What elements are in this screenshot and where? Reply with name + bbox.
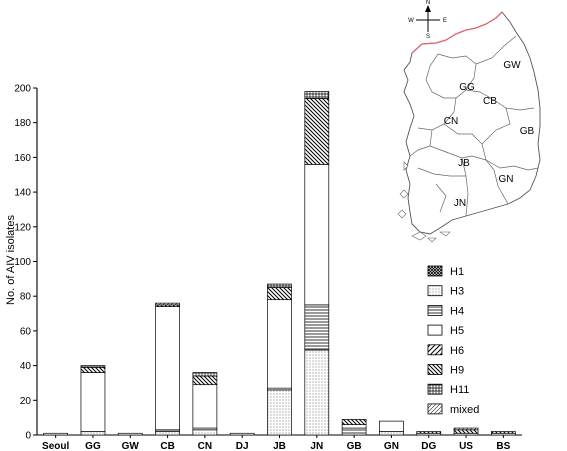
bars [43, 91, 516, 436]
region-label-gb: GB [520, 126, 535, 137]
y-axis-label: No. of AIV isolates [5, 215, 17, 305]
x-tick-label: JB [273, 441, 286, 451]
y-tick-label: 40 [20, 361, 32, 372]
region-label-jn: JN [454, 198, 466, 209]
legend-swatch-mixed [427, 403, 443, 415]
x-tick-label: US [459, 441, 473, 451]
bar-segment-gg-h5 [80, 372, 106, 432]
x-tick-label: GW [122, 441, 140, 451]
legend-label-h11: H11 [450, 384, 469, 396]
bar-segment-gg-h3 [80, 431, 106, 436]
bar-segment-cn-h11 [192, 372, 218, 377]
bar-segment-gn-h5 [379, 420, 404, 432]
compass-n: N [426, 0, 430, 6]
bar-segment-jn-h4 [304, 304, 330, 351]
y-tick-label: 20 [20, 396, 32, 407]
legend-label-h1: H1 [450, 266, 464, 278]
x-tick-label: GB [347, 441, 362, 451]
bar-segment-cn-h9 [192, 375, 218, 386]
bar-segment-jb-h3 [267, 389, 292, 436]
x-tick-label: DG [421, 441, 436, 451]
bar-segment-jb-h11 [267, 283, 292, 288]
y-tick-label: 80 [20, 292, 32, 303]
bar-segment-cb-mixed [155, 302, 180, 306]
region-label-cn: CN [444, 116, 458, 127]
bar-segment-jb-h5 [267, 299, 292, 389]
bar-segment-gw-h5 [117, 432, 143, 436]
x-tick-label: GG [85, 441, 101, 451]
bar-segment-seoul-h5 [43, 432, 69, 436]
y-tick-label: 0 [25, 431, 31, 442]
bar-segment-bs-h9 [490, 431, 516, 434]
x-tick-label: GN [384, 441, 399, 451]
x-tick-label: BS [496, 441, 510, 451]
x-tick-label: CN [198, 441, 212, 451]
bar-segment-gg-h9 [80, 366, 106, 373]
bar-segment-gn-h3 [379, 431, 404, 436]
legend-swatch-h3 [427, 285, 443, 297]
legend-swatch-h11 [427, 383, 443, 395]
compass: N E S W [408, 0, 447, 40]
bar-segment-cb-h5 [155, 306, 180, 431]
bar-segment-cn-h5 [192, 384, 218, 429]
legend-label-h9: H9 [450, 365, 464, 377]
bar-segment-dj-h5 [229, 432, 255, 436]
legend-swatch-h9 [427, 364, 443, 375]
region-label-gw: GW [503, 60, 521, 71]
x-tick-label: JN [310, 441, 323, 451]
bar-segment-us-h9 [453, 429, 479, 434]
province-borders [409, 35, 539, 217]
region-label-jb: JB [458, 158, 470, 169]
dmz-border [411, 11, 503, 54]
legend-label-mixed: mixed [450, 404, 479, 416]
compass-s: S [426, 34, 430, 40]
legend-label-h5: H5 [450, 325, 464, 337]
y-tick-label: 180 [14, 118, 31, 129]
region-label-gn: GN [499, 174, 514, 185]
legend-swatch-h6 [427, 344, 443, 356]
axes: 0 20 40 60 80 100 120 140 160 180 200 [14, 84, 522, 442]
legend-label-h4: H4 [450, 305, 464, 317]
y-tick-label: 120 [14, 222, 31, 233]
legend-label-h6: H6 [450, 345, 464, 357]
legend: H1 H3 H4 H5 H6 H9 H11 mixed [427, 265, 479, 416]
korea-outline [403, 11, 541, 235]
legend-swatch-h4 [427, 304, 443, 316]
y-tick-label: 200 [14, 84, 31, 95]
region-label-gg: GG [459, 82, 475, 93]
x-tick-label: CB [160, 441, 174, 451]
legend-swatch-h5 [427, 324, 443, 336]
x-tick-label: Seoul [42, 441, 69, 451]
bar-segment-gb-h9 [341, 419, 367, 425]
bar-segment-us-mixed [453, 427, 479, 431]
bar-segment-gb-h5 [341, 424, 367, 429]
bar-segment-gg-h11 [80, 365, 106, 368]
bar-segment-jn-h9 [304, 98, 330, 165]
x-tick-label: DJ [236, 441, 249, 451]
bar-segment-cb-h3 [155, 431, 180, 436]
bar-segment-jn-h11 [304, 91, 330, 99]
bar-segment-gb-h4 [341, 427, 367, 436]
y-tick-label: 140 [14, 188, 31, 199]
compass-e: E [443, 18, 447, 24]
bar-segment-cn-h3 [192, 429, 218, 436]
legend-swatch-h1 [427, 265, 443, 277]
island-fragments [397, 161, 451, 243]
region-label-cb: CB [483, 96, 497, 107]
region-labels: GW GG CB CN GB JB GN JN [444, 60, 535, 209]
bar-segment-dg-h9 [416, 431, 442, 434]
y-tick-label: 160 [14, 153, 31, 164]
bar-segment-jn-h3 [304, 349, 330, 436]
bar-segment-jn-h5 [304, 163, 330, 306]
y-tick-label: 100 [14, 257, 31, 268]
compass-w: W [408, 18, 414, 24]
inset-map: N E S W GW GG CB CN GB JB GN JN [397, 0, 541, 243]
y-tick-label: 60 [20, 326, 32, 337]
legend-label-h3: H3 [450, 286, 464, 298]
bar-segment-jb-h9 [267, 287, 292, 301]
x-tick-labels: Seoul GG GW CB CN DJ JB JN GB GN DG US BS [42, 435, 511, 451]
